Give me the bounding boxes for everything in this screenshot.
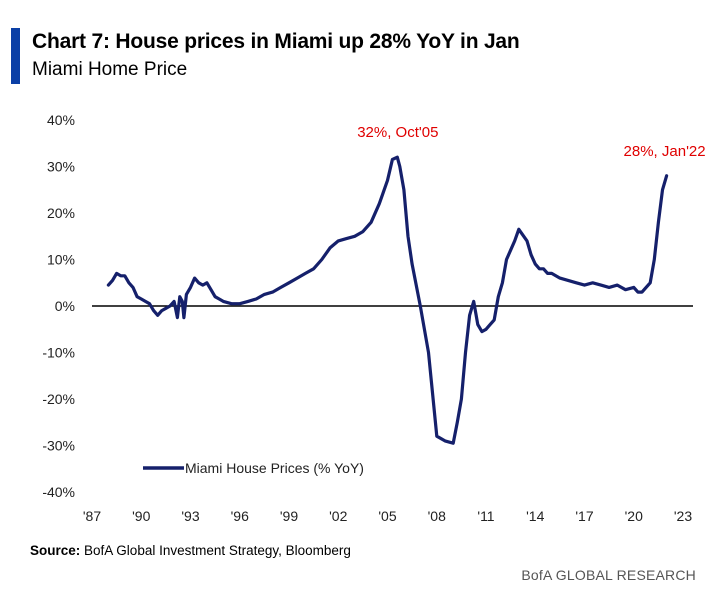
annotation-label: 32%, Oct'05	[357, 124, 438, 141]
x-tick-label: '23	[674, 508, 692, 524]
x-axis: '87 '90 '93 '96 '99 '02 '05 '08 '11 '14 '17 '20 '23	[83, 508, 692, 524]
legend: Miami House Prices (% YoY)	[143, 460, 364, 476]
x-tick-label: '02	[329, 508, 347, 524]
chart-title: Chart 7: House prices in Miami up 28% Yo…	[32, 30, 520, 53]
y-tick-label: -10%	[42, 345, 75, 361]
source-note: Source: BofA Global Investment Strategy,…	[30, 543, 351, 558]
y-tick-label: -20%	[42, 391, 75, 407]
x-tick-label: '08	[428, 508, 446, 524]
chart-subtitle: Miami Home Price	[32, 59, 188, 80]
y-axis: 40% 30% 20% 10% 0% -10% -20% -30% -40%	[42, 112, 75, 500]
brand-footer: BofA GLOBAL RESEARCH	[521, 567, 696, 583]
x-tick-label: '11	[477, 508, 494, 524]
y-tick-label: -40%	[42, 484, 75, 500]
series-line-miami-house-prices	[106, 155, 669, 445]
title-accent-bar	[11, 28, 20, 84]
x-tick-label: '93	[181, 508, 199, 524]
y-tick-label: 0%	[55, 298, 75, 314]
source-label: Source:	[30, 543, 81, 558]
x-tick-label: '14	[526, 508, 544, 524]
x-tick-label: '87	[83, 508, 101, 524]
y-tick-label: 20%	[47, 205, 75, 221]
annotation-label: 28%, Jan'22	[624, 143, 706, 160]
x-tick-label: '17	[575, 508, 593, 524]
y-tick-label: 10%	[47, 252, 75, 268]
x-tick-label: '05	[378, 508, 396, 524]
y-tick-label: -30%	[42, 438, 75, 454]
source-text: BofA Global Investment Strategy, Bloombe…	[84, 543, 351, 558]
x-tick-label: '20	[625, 508, 643, 524]
y-tick-label: 40%	[47, 112, 75, 128]
legend-label: Miami House Prices (% YoY)	[185, 460, 364, 476]
x-tick-label: '90	[132, 508, 150, 524]
annotations: 32%, Oct'05 28%, Jan'22	[357, 124, 705, 160]
y-tick-label: 30%	[47, 159, 75, 175]
x-tick-label: '99	[280, 508, 298, 524]
x-tick-label: '96	[231, 508, 249, 524]
